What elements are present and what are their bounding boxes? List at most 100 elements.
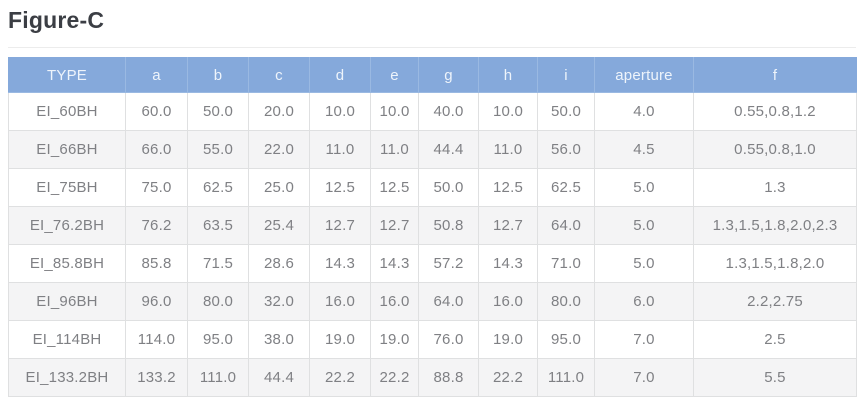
table-cell: 22.2 — [478, 358, 538, 397]
table-cell: 64.0 — [537, 206, 595, 245]
type-cell: EI_114BH — [8, 320, 126, 359]
column-header-type: TYPE — [8, 57, 126, 93]
figure-title: Figure-C — [8, 7, 105, 33]
table-cell: 7.0 — [594, 358, 694, 397]
table-row: EI_85.8BH 85.8 71.5 28.6 14.3 14.3 57.2 14.3 71.… — [8, 244, 857, 283]
table-cell: 50.8 — [418, 206, 479, 245]
type-cell: EI_96BH — [8, 282, 126, 321]
type-cell: EI_75BH — [8, 168, 126, 207]
table-cell: 20.0 — [248, 92, 310, 131]
table-cell: 11.0 — [309, 130, 371, 169]
table-header-row: TYPE a b c d e g h i aperture f — [8, 57, 857, 93]
table-cell: 71.5 — [187, 244, 249, 283]
table-cell: 133.2 — [125, 358, 188, 397]
table-cell: 38.0 — [248, 320, 310, 359]
table-cell: 96.0 — [125, 282, 188, 321]
table-cell: 1.3,1.5,1.8,2.0 — [693, 244, 857, 283]
type-cell: EI_60BH — [8, 92, 126, 131]
table-row: EI_75BH 75.0 62.5 25.0 12.5 12.5 50.0 12.5 62.5 5… — [8, 168, 857, 207]
table-cell: 44.4 — [418, 130, 479, 169]
table-cell: 5.0 — [594, 206, 694, 245]
table-cell: 10.0 — [370, 92, 419, 131]
table-cell: 22.2 — [370, 358, 419, 397]
table-cell: 85.8 — [125, 244, 188, 283]
table-cell: 19.0 — [309, 320, 371, 359]
table-row: EI_60BH 60.0 50.0 20.0 10.0 10.0 40.0 10.0 50.0 4… — [8, 92, 857, 131]
table-cell: 50.0 — [537, 92, 595, 131]
table-cell: 2.5 — [693, 320, 857, 359]
table-cell: 12.7 — [478, 206, 538, 245]
column-header-aperture: aperture — [594, 57, 694, 93]
spec-table: TYPE a b c d e g h i aperture f EI_60BH 60.0 50.0 20.… — [8, 57, 857, 397]
table-cell: 2.2,2.75 — [693, 282, 857, 321]
table-cell: 95.0 — [537, 320, 595, 359]
table-cell: 56.0 — [537, 130, 595, 169]
table-cell: 14.3 — [309, 244, 371, 283]
table-cell: 76.0 — [418, 320, 479, 359]
table-cell: 88.8 — [418, 358, 479, 397]
table-cell: 62.5 — [537, 168, 595, 207]
table-cell: 64.0 — [418, 282, 479, 321]
table-cell: 16.0 — [478, 282, 538, 321]
table-cell: 5.5 — [693, 358, 857, 397]
table-cell: 114.0 — [125, 320, 188, 359]
table-cell: 1.3,1.5,1.8,2.0,2.3 — [693, 206, 857, 245]
table-cell: 50.0 — [187, 92, 249, 131]
table-cell: 12.5 — [309, 168, 371, 207]
column-header-c: c — [248, 57, 310, 93]
table-cell: 12.5 — [370, 168, 419, 207]
table-cell: 44.4 — [248, 358, 310, 397]
table-cell: 40.0 — [418, 92, 479, 131]
table-cell: 0.55,0.8,1.0 — [693, 130, 857, 169]
table-cell: 75.0 — [125, 168, 188, 207]
table-cell: 111.0 — [537, 358, 595, 397]
table-cell: 14.3 — [478, 244, 538, 283]
table-cell: 7.0 — [594, 320, 694, 359]
type-cell: EI_133.2BH — [8, 358, 126, 397]
table-cell: 76.2 — [125, 206, 188, 245]
table-row: EI_66BH 66.0 55.0 22.0 11.0 11.0 44.4 11.0 56.0 4… — [8, 130, 857, 169]
table-cell: 6.0 — [594, 282, 694, 321]
table-cell: 11.0 — [478, 130, 538, 169]
table-cell: 14.3 — [370, 244, 419, 283]
table-row: EI_96BH 96.0 80.0 32.0 16.0 16.0 64.0 16.0 80.0 6… — [8, 282, 857, 321]
column-header-g: g — [418, 57, 479, 93]
table-cell: 95.0 — [187, 320, 249, 359]
table-cell: 28.6 — [248, 244, 310, 283]
table-body: EI_60BH 60.0 50.0 20.0 10.0 10.0 40.0 10.0 50.0 4… — [8, 92, 857, 397]
table-row: EI_133.2BH 133.2 111.0 44.4 22.2 22.2 88.8 22.2… — [8, 358, 857, 397]
table-cell: 57.2 — [418, 244, 479, 283]
table-cell: 32.0 — [248, 282, 310, 321]
table-cell: 63.5 — [187, 206, 249, 245]
table-cell: 111.0 — [187, 358, 249, 397]
column-header-i: i — [537, 57, 595, 93]
table-cell: 80.0 — [537, 282, 595, 321]
table-cell: 55.0 — [187, 130, 249, 169]
table-cell: 4.5 — [594, 130, 694, 169]
type-cell: EI_76.2BH — [8, 206, 126, 245]
table-cell: 62.5 — [187, 168, 249, 207]
table-cell: 10.0 — [478, 92, 538, 131]
table-cell: 12.7 — [309, 206, 371, 245]
type-cell: EI_66BH — [8, 130, 126, 169]
table-cell: 16.0 — [370, 282, 419, 321]
column-header-b: b — [187, 57, 249, 93]
table-row: EI_114BH 114.0 95.0 38.0 19.0 19.0 76.0 19.0 95.… — [8, 320, 857, 359]
table-cell: 5.0 — [594, 244, 694, 283]
table-cell: 25.4 — [248, 206, 310, 245]
column-header-d: d — [309, 57, 371, 93]
table-cell: 19.0 — [478, 320, 538, 359]
column-header-h: h — [478, 57, 538, 93]
table-cell: 4.0 — [594, 92, 694, 131]
column-header-a: a — [125, 57, 188, 93]
table-cell: 16.0 — [309, 282, 371, 321]
column-header-e: e — [370, 57, 419, 93]
table-header: TYPE a b c d e g h i aperture f — [8, 57, 857, 93]
table-cell: 12.5 — [478, 168, 538, 207]
table-cell: 25.0 — [248, 168, 310, 207]
table-cell: 22.0 — [248, 130, 310, 169]
table-row: EI_76.2BH 76.2 63.5 25.4 12.7 12.7 50.8 12.7 64.… — [8, 206, 857, 245]
column-header-f: f — [693, 57, 857, 93]
table-cell: 5.0 — [594, 168, 694, 207]
table-cell: 22.2 — [309, 358, 371, 397]
